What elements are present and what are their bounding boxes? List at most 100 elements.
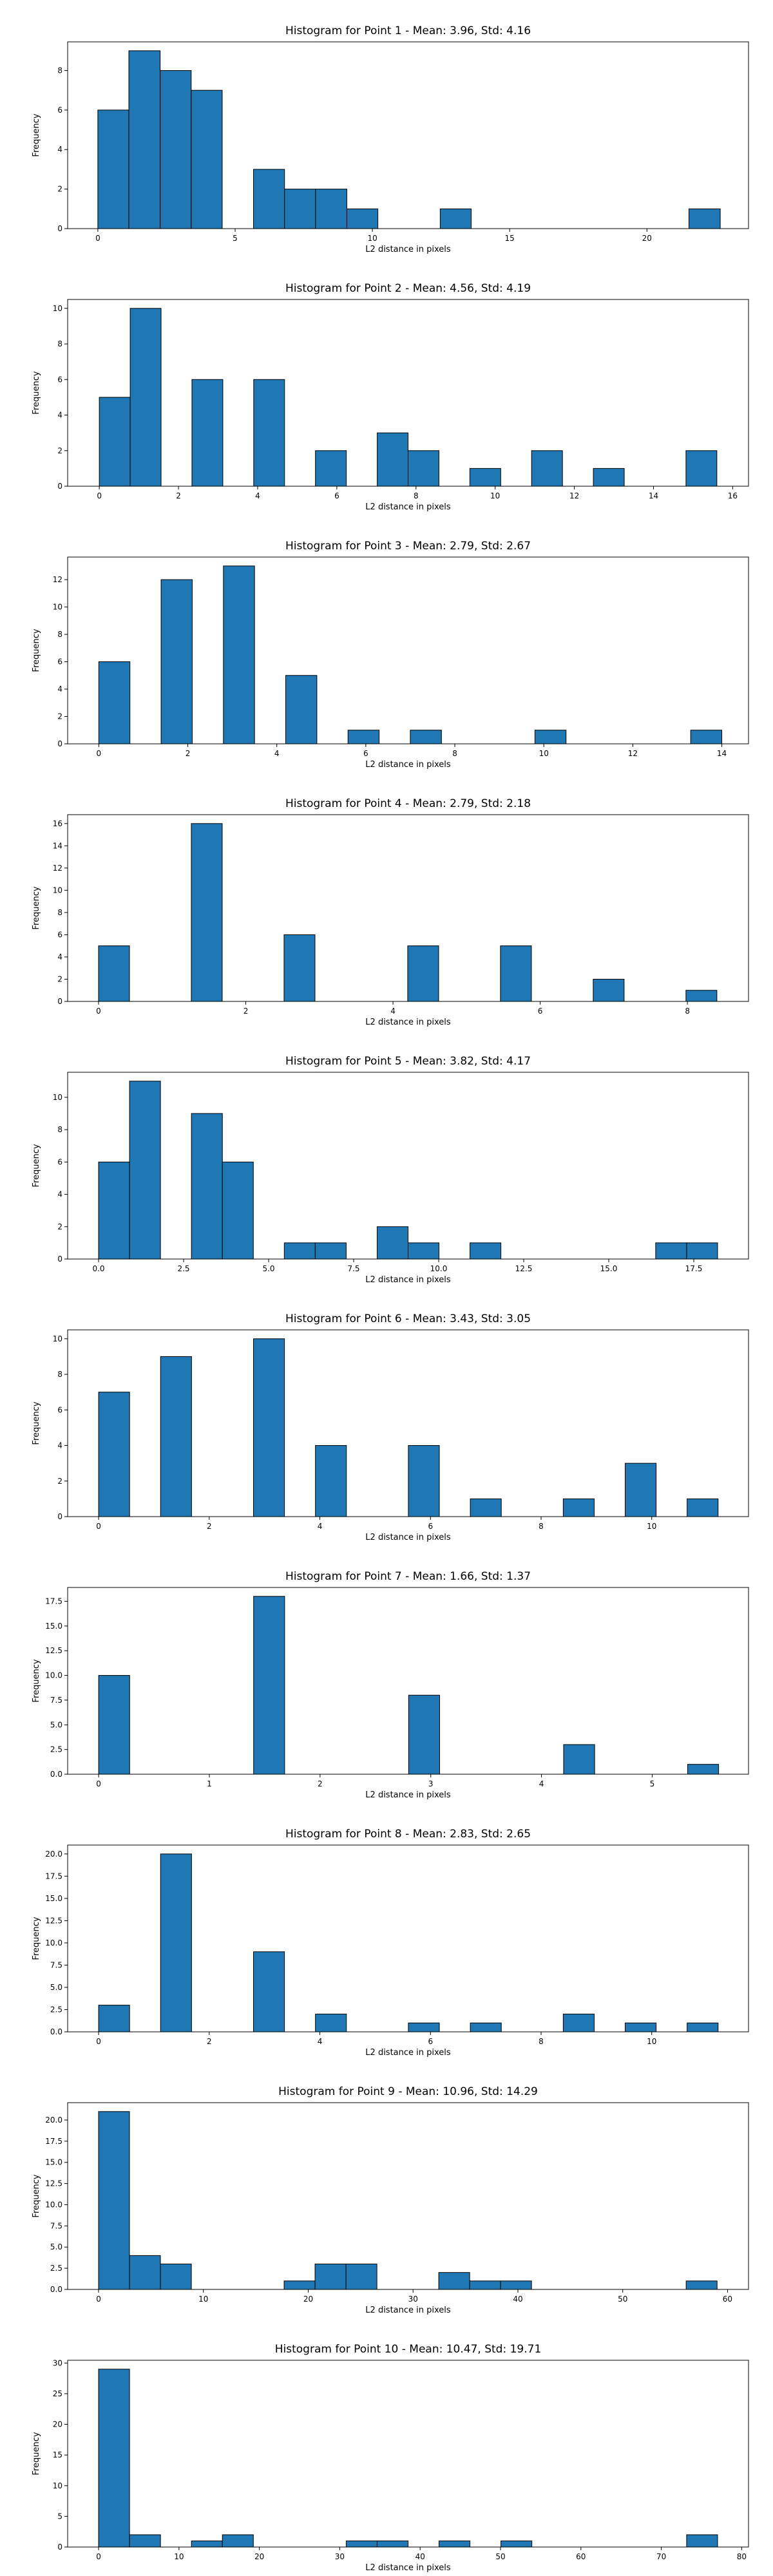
x-tick-label: 10 — [539, 749, 549, 758]
x-tick-label: 15 — [505, 234, 515, 243]
histogram-bar — [410, 730, 442, 744]
y-tick-label: 30 — [53, 2358, 62, 2367]
y-axis-label: Frequency — [32, 2432, 41, 2475]
x-tick-label: 4 — [390, 1007, 396, 1016]
y-tick-label: 10 — [53, 1093, 62, 1102]
histogram-bar — [439, 208, 472, 229]
y-axis-label: Frequency — [32, 1401, 41, 1444]
histogram-bar — [99, 397, 131, 487]
x-tick-label: 60 — [723, 2295, 732, 2304]
histogram-bar — [469, 468, 501, 487]
y-tick-label: 0 — [57, 1255, 62, 1264]
x-tick-label: 8 — [452, 749, 457, 758]
histogram-bar — [191, 823, 223, 1002]
y-tick-label: 8 — [57, 339, 62, 348]
y-tick-label: 8 — [57, 66, 62, 75]
histogram-bar — [347, 730, 380, 744]
x-tick-label: 4 — [318, 2037, 323, 2046]
x-tick-label: 2 — [318, 1779, 323, 1788]
x-tick-label: 6 — [428, 2037, 433, 2046]
histogram-bar — [283, 934, 316, 1002]
y-tick-label: 7.5 — [50, 1696, 62, 1705]
x-tick-label: 20 — [254, 2552, 264, 2561]
x-tick-label: 4 — [255, 491, 260, 500]
histogram-bar — [563, 1744, 595, 1775]
y-tick-label: 2 — [57, 1477, 62, 1486]
histogram-bar — [376, 1226, 408, 1260]
y-tick-label: 17.5 — [45, 1871, 62, 1880]
x-tick-label: 2 — [207, 2037, 212, 2046]
histogram-bar — [283, 1242, 316, 1260]
chart-title: Histogram for Point 9 - Mean: 10.96, Std… — [278, 2085, 538, 2098]
chart-title: Histogram for Point 10 - Mean: 10.47, St… — [275, 2343, 542, 2356]
x-tick-label: 10 — [490, 491, 500, 500]
histogram-bar — [376, 2540, 408, 2548]
y-tick-label: 5.0 — [50, 2242, 62, 2251]
histogram-panel-6: Histogram for Point 6 - Mean: 3.43, Std:… — [32, 1312, 749, 1542]
x-axis-label: L2 distance in pixels — [365, 760, 451, 770]
histogram-bar — [284, 189, 316, 229]
x-tick-label: 12 — [628, 749, 638, 758]
histogram-bar — [129, 308, 162, 487]
y-tick-label: 16 — [53, 819, 62, 828]
y-tick-label: 10 — [53, 886, 62, 895]
histogram-bar — [285, 675, 318, 744]
histogram-panel-2: Histogram for Point 2 - Mean: 4.56, Std:… — [32, 282, 749, 512]
histogram-bar — [128, 50, 161, 229]
x-tick-label: 12 — [569, 491, 579, 500]
y-tick-label: 20.0 — [45, 1850, 62, 1859]
histogram-bar — [160, 1356, 192, 1517]
histogram-bar — [98, 1161, 130, 1260]
y-tick-label: 0.0 — [50, 2285, 62, 2294]
histogram-bar — [470, 1498, 502, 1517]
histogram-panel-7: Histogram for Point 7 - Mean: 1.66, Std:… — [32, 1570, 749, 1800]
x-tick-label: 6 — [334, 491, 339, 500]
x-tick-label: 0 — [96, 1522, 101, 1531]
x-tick-label: 4 — [539, 1779, 544, 1788]
histogram-bar — [98, 945, 130, 1002]
y-tick-label: 10 — [53, 2481, 62, 2490]
histogram-bar — [687, 1764, 720, 1775]
y-tick-label: 15.0 — [45, 1622, 62, 1631]
y-tick-label: 17.5 — [45, 1596, 62, 1605]
histogram-bar — [315, 450, 347, 487]
histogram-bar — [655, 1242, 687, 1260]
x-tick-label: 40 — [513, 2295, 522, 2304]
y-axis-label: Frequency — [32, 1917, 41, 1960]
chart-title: Histogram for Point 3 - Mean: 2.79, Std:… — [285, 540, 531, 553]
y-tick-label: 12.5 — [45, 1916, 62, 1925]
chart-title: Histogram for Point 1 - Mean: 3.96, Std:… — [285, 24, 531, 37]
y-tick-label: 2 — [57, 974, 62, 983]
histogram-panel-8: Histogram for Point 8 - Mean: 2.83, Std:… — [32, 1828, 749, 2058]
histogram-bar — [407, 945, 439, 1002]
y-tick-label: 4 — [57, 1441, 62, 1450]
y-tick-label: 10 — [53, 304, 62, 313]
histogram-bar — [687, 2022, 719, 2032]
x-tick-label: 12.5 — [515, 1264, 533, 1273]
x-axis-label: L2 distance in pixels — [365, 2048, 451, 2058]
histogram-bar — [531, 450, 563, 487]
histogram-bar — [501, 2540, 533, 2548]
histogram-bar — [500, 2280, 532, 2290]
x-tick-label: 4 — [318, 1522, 323, 1531]
y-tick-label: 10 — [53, 603, 62, 612]
plot-frame — [67, 299, 749, 487]
plot-frame — [67, 1587, 749, 1775]
x-tick-label: 14 — [649, 491, 658, 500]
plot-frame — [67, 1844, 749, 2032]
x-tick-label: 7.5 — [347, 1264, 359, 1273]
x-axis-label: L2 distance in pixels — [365, 502, 451, 512]
histogram-bar — [345, 2540, 377, 2548]
y-tick-label: 7.5 — [50, 2221, 62, 2230]
histogram-bar — [346, 208, 379, 229]
x-tick-label: 20 — [303, 2295, 313, 2304]
x-tick-label: 0 — [96, 2295, 101, 2304]
histogram-bar — [470, 1242, 502, 1260]
x-tick-label: 8 — [539, 1522, 544, 1531]
chart-title: Histogram for Point 8 - Mean: 2.83, Std:… — [285, 1828, 531, 1841]
y-tick-label: 6 — [57, 658, 62, 667]
histogram-bar — [315, 2013, 347, 2032]
x-axis-label: L2 distance in pixels — [365, 1790, 451, 1800]
chart-title: Histogram for Point 6 - Mean: 3.43, Std:… — [285, 1312, 531, 1325]
x-tick-label: 6 — [538, 1007, 543, 1016]
